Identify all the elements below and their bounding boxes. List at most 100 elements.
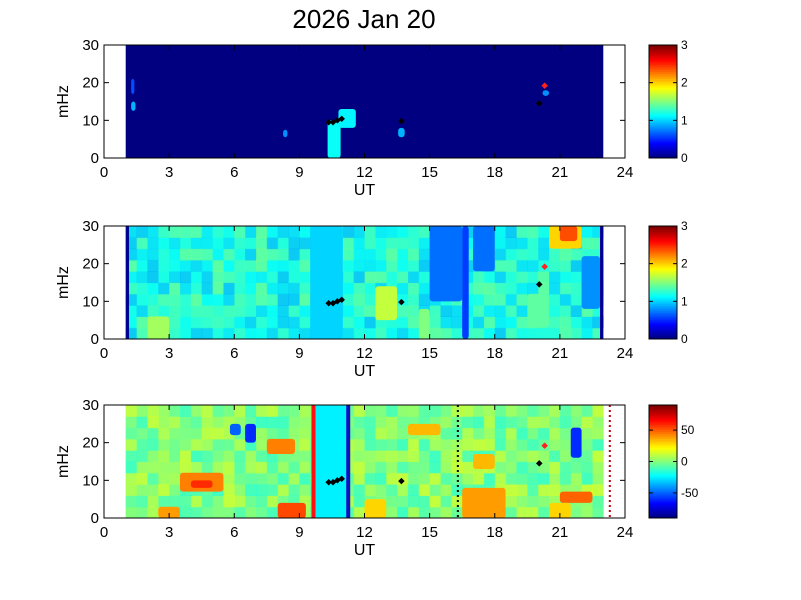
colorbar-segment (649, 500, 677, 503)
heatmap-cell (462, 450, 474, 463)
colorbar-segment (649, 323, 677, 326)
heatmap-cell (451, 506, 463, 518)
colorbar-segment (649, 108, 677, 111)
heatmap-cell (494, 416, 507, 429)
heatmap-cell (169, 416, 181, 429)
heatmap-cell (494, 259, 507, 272)
heatmap-cell (277, 416, 290, 429)
colorbar-segment (649, 112, 677, 115)
heatmap-cell (234, 282, 246, 295)
heatmap-feature (429, 226, 463, 302)
heatmap-cell (494, 438, 507, 451)
heatmap-cell (429, 327, 442, 339)
heatmap-cell (234, 495, 246, 508)
heatmap-cell (386, 327, 398, 339)
heatmap-cell (483, 282, 496, 295)
heatmap-cell (559, 438, 572, 451)
heatmap-cell (483, 416, 496, 429)
heatmap-cell (179, 259, 192, 272)
x-tick-label: 21 (552, 345, 569, 362)
colorbar-segment (649, 142, 677, 145)
heatmap-cell (440, 405, 452, 417)
heatmap-cell (255, 450, 268, 463)
heatmap-cell (386, 484, 398, 496)
heatmap-cell (299, 495, 311, 508)
heatmap-cell (364, 438, 376, 451)
heatmap-cell (277, 237, 290, 250)
heatmap-cell (147, 282, 159, 295)
heatmap-cell (147, 416, 159, 429)
heatmap-cell (169, 226, 181, 238)
heatmap-cell (375, 327, 387, 339)
heatmap-cell (570, 248, 583, 261)
colorbar-segment (649, 291, 677, 294)
colorbar-segment (649, 440, 677, 443)
y-tick-label: 30 (82, 397, 99, 414)
heatmap-cell (245, 259, 257, 272)
colorbar-segment (649, 64, 677, 67)
heatmap-cell (288, 484, 300, 496)
heatmap-cell (234, 226, 246, 238)
heatmap-cell (201, 327, 214, 339)
heatmap-cell (136, 484, 149, 496)
x-tick-label: 12 (356, 164, 373, 181)
heatmap-cell (386, 427, 398, 440)
heatmap-cell (169, 327, 181, 339)
heatmap-cell (190, 427, 203, 440)
heatmap-cell (266, 416, 279, 429)
heatmap-cell (136, 293, 149, 306)
colorbar-segment (649, 240, 677, 243)
heatmap-cell (158, 416, 170, 429)
colorbar-segment (649, 273, 677, 276)
heatmap-cell (169, 450, 181, 463)
colorbar-segment (649, 431, 677, 434)
heatmap-cell (212, 405, 224, 417)
colorbar-segment (649, 324, 677, 328)
x-tick-label: 0 (100, 345, 108, 362)
heatmap-cell (570, 282, 583, 295)
heatmap-cell (570, 506, 583, 518)
colorbar-segment (649, 67, 677, 71)
heatmap-cell (179, 282, 192, 295)
heatmap-cell (245, 472, 257, 485)
edge-column (600, 226, 604, 339)
heatmap-cell (266, 495, 279, 508)
heatmap-cell (201, 450, 214, 463)
heatmap-cell (418, 484, 431, 496)
heatmap-cell (397, 327, 409, 339)
heatmap-cell (169, 282, 181, 295)
colorbar-segment (649, 301, 677, 305)
colorbar-segment (649, 495, 677, 498)
heatmap-cell (266, 405, 279, 417)
heatmap-cell (397, 450, 409, 463)
heatmap-cell (364, 282, 376, 295)
heatmap-cell (592, 405, 604, 417)
heatmap-cell (234, 438, 246, 451)
heatmap-cell (570, 484, 583, 496)
heatmap-cell (581, 450, 594, 463)
heatmap-cell (147, 305, 159, 317)
heatmap-cell (201, 405, 214, 417)
heatmap-cell (516, 293, 528, 306)
colorbar-segment (649, 78, 677, 81)
heatmap-cell (505, 271, 518, 284)
heatmap-cell (570, 305, 583, 317)
heatmap-cell (212, 226, 224, 238)
colorbar-segment (649, 294, 677, 298)
event-marker (338, 296, 346, 304)
x-tick-label: 15 (421, 345, 438, 362)
heatmap-cell (549, 461, 561, 474)
heatmap-cell (559, 259, 572, 272)
colorbar-segment (649, 278, 677, 282)
heatmap-cell (538, 271, 550, 284)
colorbar-segment (649, 76, 677, 80)
colorbar-segment (649, 305, 677, 308)
heatmap-cell (125, 427, 138, 440)
heatmap-cell (353, 293, 366, 306)
heatmap-cell (255, 416, 268, 429)
heatmap-cell (364, 472, 376, 485)
heatmap-cell (190, 438, 203, 451)
heatmap-cell (255, 293, 268, 306)
heatmap-feature (462, 226, 469, 339)
heatmap-cell (559, 305, 572, 317)
